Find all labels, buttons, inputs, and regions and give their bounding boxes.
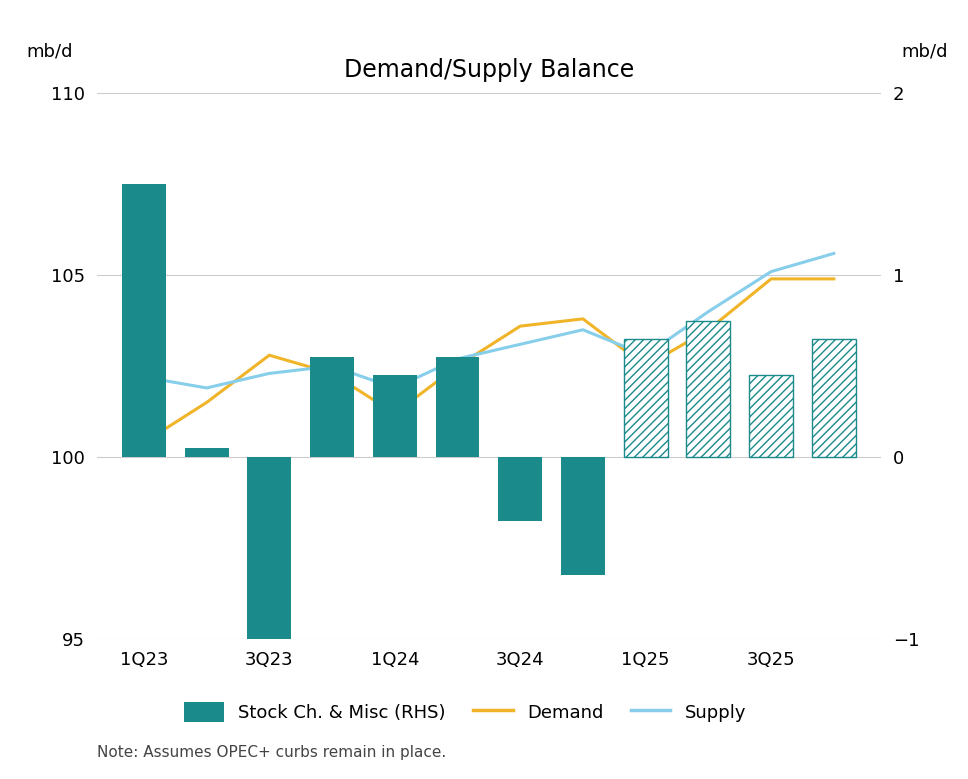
Bar	[373, 375, 416, 457]
Bar	[122, 185, 166, 457]
Bar	[749, 375, 793, 457]
Bar	[436, 357, 479, 457]
Text: Note: Assumes OPEC+ curbs remain in place.: Note: Assumes OPEC+ curbs remain in plac…	[97, 745, 446, 760]
Bar	[686, 321, 730, 457]
Bar	[310, 357, 354, 457]
Title: Demand/Supply Balance: Demand/Supply Balance	[344, 58, 634, 82]
Bar	[812, 339, 856, 457]
Bar	[499, 457, 542, 520]
Text: mb/d: mb/d	[901, 43, 948, 61]
Bar	[185, 448, 228, 457]
Text: mb/d: mb/d	[26, 43, 73, 61]
Bar	[248, 457, 291, 703]
Bar	[561, 457, 605, 575]
Bar	[623, 339, 668, 457]
Legend: Stock Ch. & Misc (RHS), Demand, Supply: Stock Ch. & Misc (RHS), Demand, Supply	[184, 703, 746, 722]
